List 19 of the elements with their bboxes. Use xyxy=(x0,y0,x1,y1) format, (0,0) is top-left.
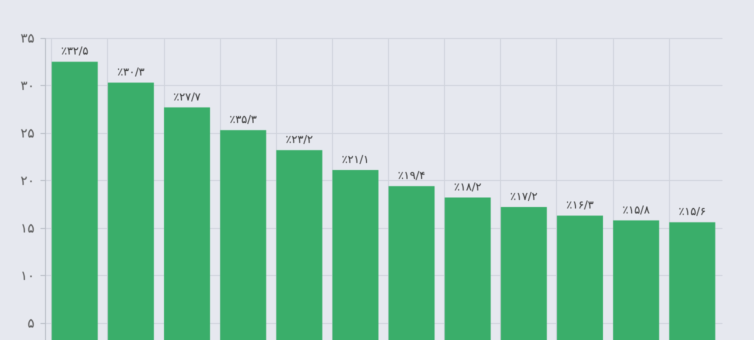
data-label: ٪۱۸/۲ xyxy=(454,180,482,194)
data-label: ٪۱۷/۲ xyxy=(510,190,538,204)
data-label: ٪۱۶/۳ xyxy=(566,198,594,212)
data-label: ٪۱۹/۴ xyxy=(398,169,426,182)
data-label: ٪۲۱/۱ xyxy=(342,153,370,166)
y-tick-label: ۵ xyxy=(28,316,35,332)
data-label: ٪۱۵/۸ xyxy=(622,203,650,216)
data-label: ٪۱۵/۶ xyxy=(678,205,706,218)
data-label: ٪۲۷/۷ xyxy=(173,90,201,104)
data-label: ٪۳۵/۳ xyxy=(229,113,257,126)
y-tick-label: ۲۰ xyxy=(20,174,34,189)
data-label: ٪۳۰/۳ xyxy=(117,66,145,79)
data-label: ٪۲۳/۲ xyxy=(286,133,314,146)
y-tick-label: ۱۵ xyxy=(20,221,35,236)
y-tick-label: ۲۵ xyxy=(20,126,35,142)
y-tick-label: ۳۰ xyxy=(20,78,34,94)
y-tick-label: ۱۰ xyxy=(20,268,34,284)
y-tick-label: ۳۵ xyxy=(20,32,35,46)
data-label: ٪۳۲/۵ xyxy=(61,44,89,58)
